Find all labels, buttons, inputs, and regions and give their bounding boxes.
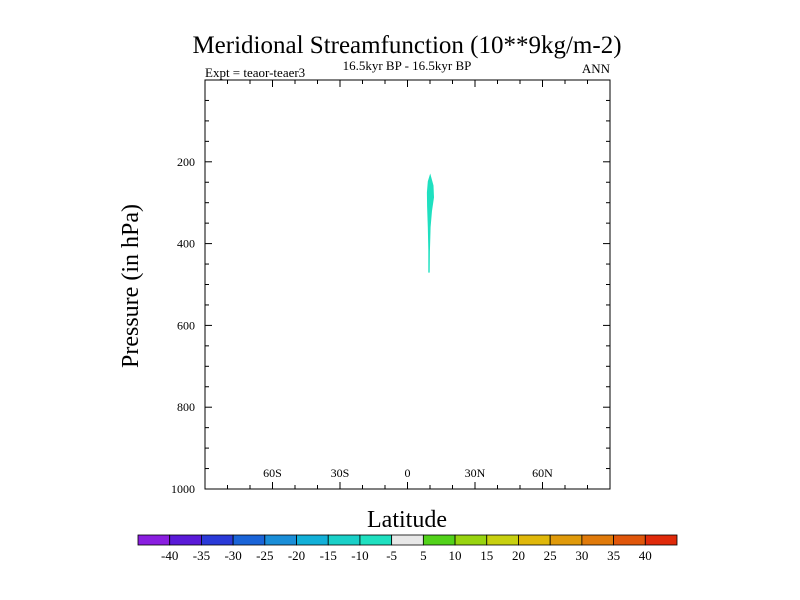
colorbar-swatch [169,534,202,546]
colorbar-label: -10 [351,548,368,563]
colorbar-label: -15 [320,548,337,563]
x-tick-label: 30N [465,466,486,480]
contour-region-0 [426,173,435,273]
colorbar-label: -40 [161,548,178,563]
colorbar-swatch [137,534,171,546]
chart-subtitle: 16.5kyr BP - 16.5kyr BP [343,58,472,73]
y-tick-label: 800 [177,400,195,414]
colorbar-label: -5 [386,548,397,563]
colorbar-swatch [581,534,614,546]
colorbar-label: 40 [639,548,652,563]
x-axis-label: Latitude [367,507,447,533]
y-tick-label: 1000 [171,482,195,496]
colorbar-swatch [296,534,329,546]
colorbar-label: 20 [512,548,525,563]
colorbar-swatch [486,534,519,546]
colorbar-swatch [518,534,551,546]
y-tick-label: 600 [177,318,195,332]
colorbar-swatch [613,534,646,546]
colorbar-label: -30 [224,548,241,563]
colorbar: -40 -35 -30 -25 -20 -15 -10 -5 5 10 15 20 25 30 35 40 [137,534,678,563]
experiment-label: Expt = teaor-teaer3 [205,65,305,80]
colorbar-label: 15 [480,548,493,563]
x-tick-label: 60S [263,466,282,480]
colorbar-swatch [359,534,393,546]
x-tick-label: 0 [405,466,411,480]
chart-title: Meridional Streamfunction (10**9kg/m-2) [192,32,621,59]
colorbar-label: 35 [607,548,620,563]
colorbar-swatch [422,534,456,546]
colorbar-swatch [232,534,266,546]
colorbar-label: 10 [449,548,462,563]
colorbar-swatch [454,534,488,546]
x-tick-label: 30S [331,466,350,480]
plot-frame [204,79,611,490]
colorbar-label: -25 [256,548,273,563]
y-tick-label: 200 [177,155,195,169]
colorbar-label: 30 [575,548,588,563]
contour-fill-layer [426,173,435,273]
colorbar-swatch [549,534,583,546]
colorbar-swatch [327,534,361,546]
x-tick-label: 60N [532,466,553,480]
y-tick-label: 400 [177,237,195,251]
colorbar-swatch [391,534,424,546]
axis-ticks: 60S 30S 0 30N 60N 200 400 600 800 1000 [171,79,611,496]
y-axis-label: Pressure (in hPa) [118,204,144,368]
colorbar-swatch [644,534,678,546]
colorbar-swatch [264,534,297,546]
colorbar-label: -20 [288,548,305,563]
colorbar-label: 5 [420,548,427,563]
season-label: ANN [582,61,611,76]
colorbar-label: -35 [193,548,210,563]
colorbar-label: 25 [544,548,557,563]
colorbar-swatch [201,534,234,546]
